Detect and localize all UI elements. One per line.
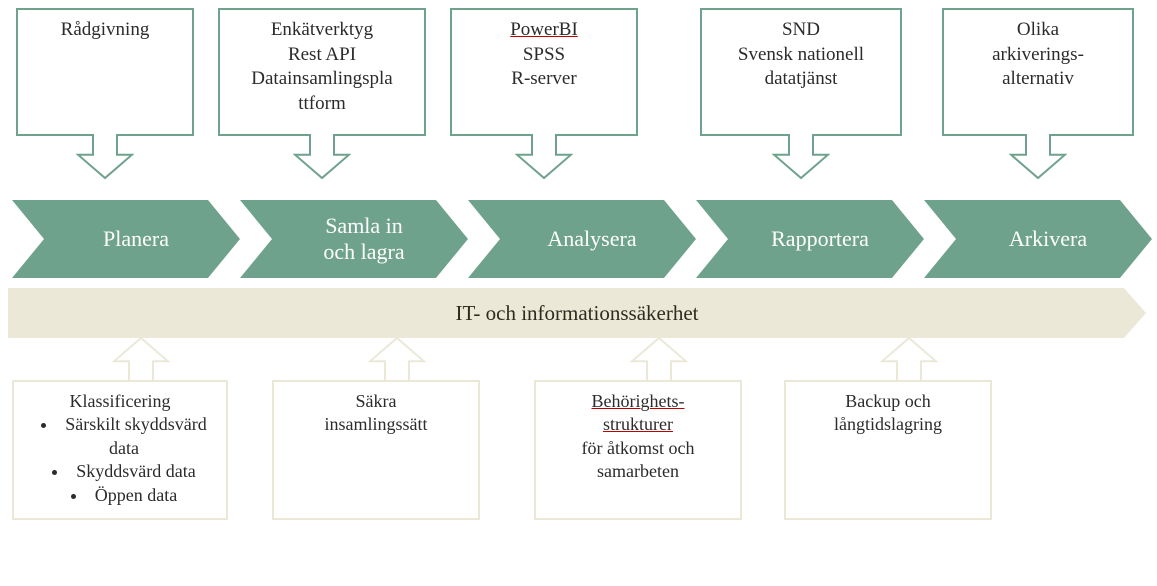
- bottom-callout-line: insamlingssätt: [280, 413, 472, 436]
- bottom-callout-heading: Klassificering: [20, 390, 220, 413]
- down-arrow-icon: [293, 134, 351, 180]
- stage-chevron-2: Analysera: [468, 200, 696, 278]
- bottom-callout-line: Säkra: [280, 390, 472, 413]
- bottom-callout-line: Behörighets-: [542, 390, 734, 413]
- top-callout-2: PowerBISPSSR-server: [450, 8, 638, 136]
- stage-chevron-1: Samla inoch lagra: [240, 200, 468, 278]
- process-diagram: Rådgivning EnkätverktygRest APIDatainsaml…: [0, 0, 1157, 586]
- stage-chevron-3: Rapportera: [696, 200, 924, 278]
- top-callout-line: PowerBI: [458, 18, 630, 43]
- top-callout-line: Rådgivning: [24, 18, 186, 43]
- bottom-callout-0: KlassificeringSärskilt skyddsvärd dataSk…: [12, 380, 228, 520]
- bottom-callout-1: Säkrainsamlingssätt: [272, 380, 480, 520]
- bullet-item: Särskilt skyddsvärd data: [28, 413, 220, 460]
- top-callout-0: Rådgivning: [16, 8, 194, 136]
- bottom-callout-line: strukturer: [542, 413, 734, 436]
- security-band: IT- och informationssäkerhet: [8, 288, 1146, 338]
- stage-chevron-0: Planera: [12, 200, 240, 278]
- top-callout-line: Datainsamlingspla: [226, 67, 418, 92]
- top-callout-3: SNDSvensk nationelldatatjänst: [700, 8, 902, 136]
- top-callout-line: datatjänst: [708, 67, 894, 92]
- stage-chevron-4: Arkivera: [924, 200, 1152, 278]
- top-callout-line: Olika: [950, 18, 1126, 43]
- top-callout-line: SPSS: [458, 43, 630, 68]
- top-callout-line: ttform: [226, 92, 418, 117]
- down-arrow-icon: [76, 134, 134, 180]
- bottom-callout-bullets: Särskilt skyddsvärd dataSkyddsvärd dataÖ…: [20, 413, 220, 507]
- top-callout-line: R-server: [458, 67, 630, 92]
- up-arrow-icon: [630, 336, 688, 382]
- top-callout-line: Svensk nationell: [708, 43, 894, 68]
- stage-label: Arkivera: [979, 226, 1097, 252]
- bottom-callout-line: Backup och: [792, 390, 984, 413]
- stage-label: Samla inoch lagra: [293, 213, 414, 266]
- up-arrow-icon: [880, 336, 938, 382]
- bullet-item: Öppen data: [28, 484, 220, 507]
- bottom-callout-line: samarbeten: [542, 460, 734, 483]
- top-callout-1: EnkätverktygRest APIDatainsamlingsplattf…: [218, 8, 426, 136]
- down-arrow-icon: [515, 134, 573, 180]
- bottom-callout-line: långtidslagring: [792, 413, 984, 436]
- up-arrow-icon: [368, 336, 426, 382]
- stage-label: Analysera: [517, 226, 646, 252]
- top-callout-line: Enkätverktyg: [226, 18, 418, 43]
- security-band-label: IT- och informationssäkerhet: [456, 301, 699, 326]
- top-callout-4: Olikaarkiverings-alternativ: [942, 8, 1134, 136]
- down-arrow-icon: [772, 134, 830, 180]
- stage-label: Rapportera: [741, 226, 879, 252]
- bullet-item: Skyddsvärd data: [28, 460, 220, 483]
- up-arrow-icon: [112, 336, 170, 382]
- top-callout-line: SND: [708, 18, 894, 43]
- stage-label: Planera: [73, 226, 179, 252]
- down-arrow-icon: [1009, 134, 1067, 180]
- bottom-callout-2: Behörighets-strukturerför åtkomst ochsam…: [534, 380, 742, 520]
- bottom-callout-3: Backup ochlångtidslagring: [784, 380, 992, 520]
- bottom-callout-line: för åtkomst och: [542, 437, 734, 460]
- top-callout-line: arkiverings-: [950, 43, 1126, 68]
- top-callout-line: alternativ: [950, 67, 1126, 92]
- top-callout-line: Rest API: [226, 43, 418, 68]
